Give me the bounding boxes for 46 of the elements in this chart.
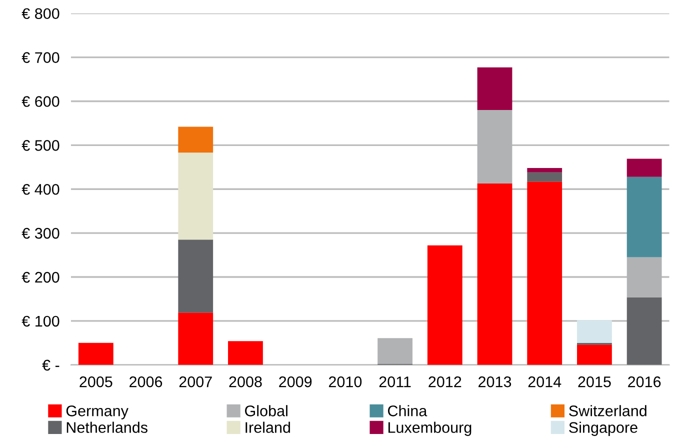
bar	[626, 158, 662, 177]
bar	[626, 176, 662, 258]
y-tick-label: € 700	[22, 52, 60, 63]
legend-label: Luxembourg	[388, 422, 472, 436]
y-tick-label: € 200	[22, 272, 60, 283]
x-tick-label: 2015	[578, 376, 611, 388]
legend-label: Ireland	[246, 422, 290, 433]
y-tick-label: € 400	[22, 184, 60, 195]
bar	[178, 152, 214, 240]
x-tick-label: 2007	[179, 376, 212, 388]
bar	[577, 320, 612, 343]
bar	[178, 312, 214, 365]
bar	[477, 183, 512, 365]
bar	[527, 172, 562, 182]
x-tick-label: 2005	[80, 376, 112, 388]
bar	[178, 126, 214, 153]
x-tick-label: 2011	[379, 376, 411, 388]
bar	[477, 67, 512, 110]
bar	[527, 168, 562, 172]
x-tick-label: 2016	[628, 376, 661, 388]
bar	[527, 182, 562, 365]
bar	[577, 344, 612, 365]
legend-label: Global	[245, 405, 288, 416]
legend-label: Singapore	[569, 422, 638, 436]
x-tick-label: 2009	[279, 376, 312, 388]
x-tick-label: 2010	[328, 376, 362, 388]
y-tick-label: € 800	[22, 8, 60, 20]
x-tick-label: 2012	[428, 376, 462, 388]
y-tick-label: € -	[42, 360, 60, 371]
y-tick-label: € 300	[22, 228, 60, 239]
x-tick-label: 2006	[130, 376, 162, 388]
legend-label: Switzerland	[569, 405, 646, 416]
bar	[228, 341, 263, 365]
legend-label: China	[388, 405, 428, 416]
x-tick-label: 2008	[229, 376, 262, 388]
legend-label: Germany	[66, 406, 128, 420]
x-tick-label: 2013	[478, 376, 512, 388]
bar	[78, 342, 114, 365]
bar	[626, 297, 662, 365]
x-tick-label: 2014	[528, 376, 562, 388]
bar	[178, 240, 214, 313]
y-tick-label: € 600	[22, 96, 60, 107]
y-tick-label: € 500	[22, 140, 60, 151]
bar	[427, 245, 462, 365]
y-tick-label: € 100	[22, 316, 60, 327]
legend-label: Netherlands	[66, 422, 148, 433]
